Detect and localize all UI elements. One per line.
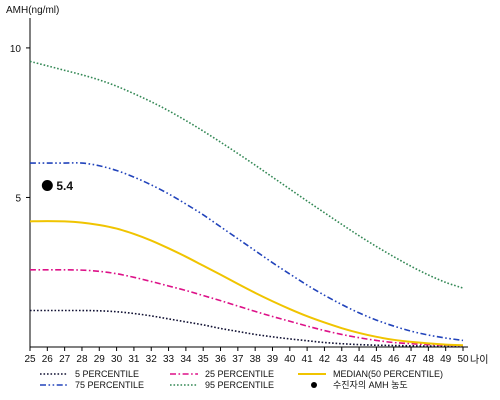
patient-amh-value-label: 5.4 — [56, 179, 73, 193]
y-axis-title: AMH(ng/ml) — [6, 5, 59, 16]
x-tick-label: 27 — [59, 354, 71, 365]
x-tick-label: 26 — [42, 354, 54, 365]
patient-amh-point — [41, 179, 53, 191]
data-points: 5.4 — [41, 179, 73, 193]
x-tick-label: 29 — [94, 354, 106, 365]
x-tick-label: 34 — [180, 354, 192, 365]
x-tick-label: 46 — [388, 354, 400, 365]
axis-ticks: 25 26 27 28 29 30 31 32 33 34 35 36 37 38 39 40 41 42 43 44… — [10, 44, 469, 365]
series-line-2 — [29, 220, 464, 347]
x-tick-label: 37 — [232, 354, 244, 365]
x-tick-label: 36 — [215, 354, 227, 365]
x-tick-label: 43 — [336, 354, 348, 365]
x-tick-label: 35 — [198, 354, 210, 365]
x-tick-label: 33 — [163, 354, 175, 365]
x-tick-label: 44 — [354, 354, 366, 365]
x-tick-label: 40 — [284, 354, 296, 365]
x-tick-label: 41 — [302, 354, 314, 365]
x-tick-label: 48 — [423, 354, 435, 365]
x-tick-label: 31 — [128, 354, 140, 365]
x-tick-label: 30 — [111, 354, 123, 365]
x-axis-title: 나이 — [470, 354, 488, 366]
y-tick-label: 5 — [15, 193, 21, 204]
legend-label: 25 PERCENTILE — [205, 369, 274, 379]
series-line-0 — [30, 309, 464, 348]
x-tick-label: 28 — [76, 354, 88, 365]
legend-label: 95 PERCENTILE — [205, 380, 274, 390]
legend: 5 PERCENTILE 25 PERCENTILE MEDIAN(50 PERCE… — [40, 369, 443, 390]
x-tick-label: 45 — [371, 354, 383, 365]
x-tick-label: 47 — [405, 354, 417, 365]
series-line-4 — [29, 60, 464, 289]
x-tick-label: 50 — [457, 354, 469, 365]
series-line-3 — [30, 162, 464, 342]
x-tick-label: 39 — [267, 354, 279, 365]
legend-point-swatch — [311, 382, 317, 388]
legend-label: 수진자의 AMH 농도 — [333, 380, 408, 390]
x-tick-label: 42 — [319, 354, 331, 365]
series-line-1 — [30, 269, 464, 347]
legend-label: 5 PERCENTILE — [75, 369, 139, 379]
y-tick-label: 10 — [10, 44, 22, 55]
x-tick-label: 38 — [250, 354, 262, 365]
x-tick-label: 25 — [24, 354, 36, 365]
series-lines — [29, 60, 464, 348]
legend-label: 75 PERCENTILE — [75, 380, 144, 390]
x-tick-label: 49 — [440, 354, 452, 365]
legend-label: MEDIAN(50 PERCENTILE) — [333, 369, 443, 379]
x-tick-label: 32 — [146, 354, 158, 365]
